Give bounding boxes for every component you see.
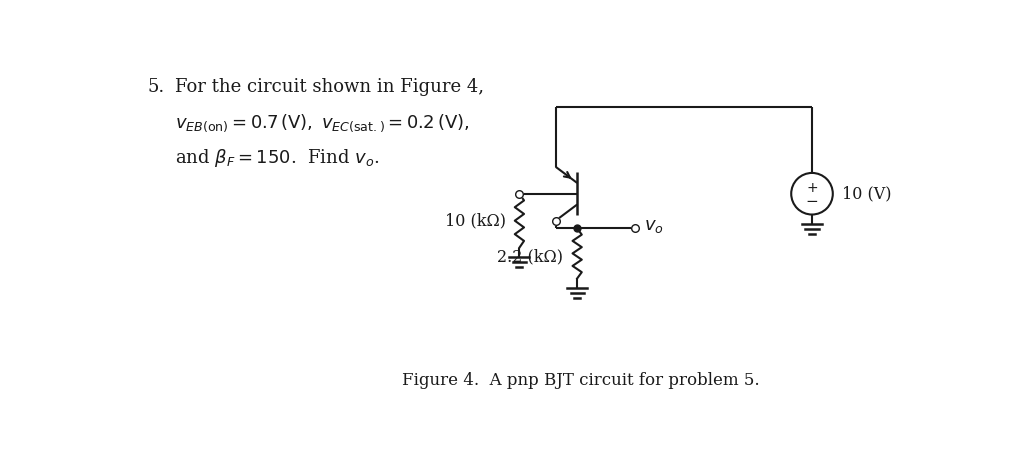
Text: For the circuit shown in Figure 4,: For the circuit shown in Figure 4, — [175, 78, 484, 96]
Text: +: + — [806, 181, 818, 195]
Text: 10 (V): 10 (V) — [842, 185, 892, 202]
Text: $v_{EB(\mathrm{on})} = 0.7\,(\mathrm{V}),\; v_{EC(\mathrm{sat.})} = 0.2\,(\mathr: $v_{EB(\mathrm{on})} = 0.7\,(\mathrm{V})… — [175, 112, 470, 134]
Text: and $\beta_F = 150$.  Find $v_o$.: and $\beta_F = 150$. Find $v_o$. — [175, 147, 380, 169]
Text: 5.: 5. — [147, 78, 165, 96]
Text: $v_o$: $v_o$ — [644, 217, 664, 235]
Text: Figure 4.  A pnp BJT circuit for problem 5.: Figure 4. A pnp BJT circuit for problem … — [402, 371, 760, 389]
Text: 2.2 (kΩ): 2.2 (kΩ) — [498, 249, 563, 266]
Text: 10 (kΩ): 10 (kΩ) — [444, 212, 506, 229]
Text: −: − — [806, 194, 818, 209]
